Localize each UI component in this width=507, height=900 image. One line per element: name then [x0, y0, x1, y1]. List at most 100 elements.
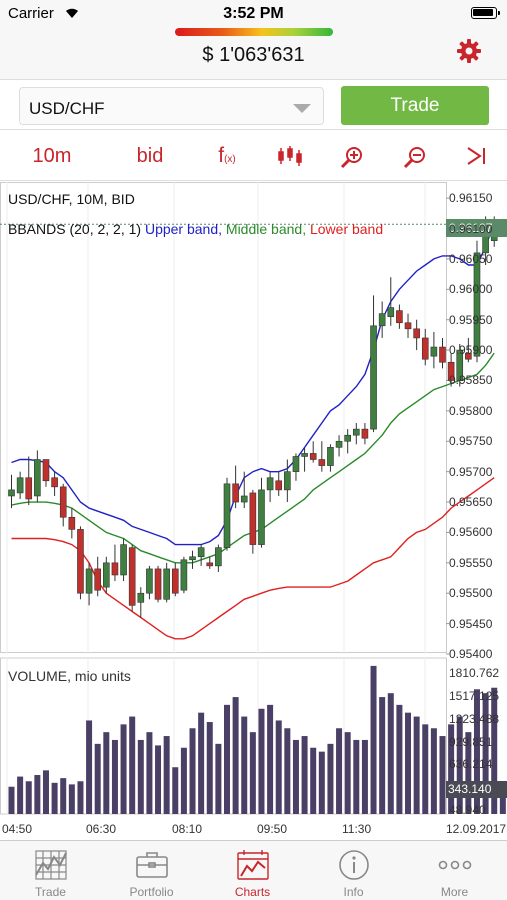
- chart-type-button[interactable]: [270, 131, 310, 181]
- price-tick-label: 0.95450: [449, 616, 493, 631]
- price-tick-label: 0.95900: [449, 343, 493, 358]
- price-tick-label: 0.95850: [449, 373, 493, 388]
- tab-label: Trade: [35, 885, 66, 899]
- charts-icon: [237, 850, 269, 880]
- price-panel-frame: [0, 182, 447, 653]
- jump-to-end-button[interactable]: [455, 131, 495, 181]
- candle-up: [266, 477, 274, 491]
- candle-down: [249, 492, 257, 545]
- timeframe-button[interactable]: 10m: [32, 145, 72, 167]
- volume-tick-label: 929.851: [449, 734, 493, 749]
- volume-bar: [215, 743, 222, 814]
- volume-bar: [327, 743, 334, 814]
- candle-up: [223, 483, 231, 548]
- candle-down: [447, 361, 455, 381]
- tab-info[interactable]: Info: [303, 841, 404, 900]
- trade-row: USD/CHF Trade: [0, 81, 507, 130]
- price-type-button[interactable]: bid: [136, 145, 164, 167]
- more-dots-icon: [438, 860, 472, 870]
- candle-up: [103, 562, 110, 588]
- chart-title: USD/CHF, 10M, BID: [8, 191, 135, 207]
- candle-up: [473, 252, 481, 357]
- account-balance: $ 1'063'631: [202, 44, 305, 66]
- candle-down: [77, 529, 84, 594]
- tab-portfolio[interactable]: Portfolio: [101, 841, 202, 900]
- function-button[interactable]: f(x): [205, 131, 249, 181]
- volume-bar: [8, 786, 15, 814]
- candle-up: [344, 434, 351, 442]
- zoom-in-icon: [340, 147, 362, 169]
- price-tick-label: 0.95400: [449, 647, 493, 661]
- volume-tick-label: 1517.125: [449, 688, 500, 703]
- volume-bar: [396, 704, 403, 814]
- volume-bar: [301, 736, 308, 814]
- volume-bar: [60, 778, 67, 814]
- candle-down: [42, 459, 50, 482]
- clock: 3:52 PM: [223, 5, 284, 22]
- volume-bar: [379, 697, 386, 814]
- candle-up: [137, 592, 145, 603]
- wifi-icon: [66, 8, 78, 18]
- legend-upper: Upper band: [144, 221, 219, 237]
- chart-svg[interactable]: [0, 182, 507, 840]
- price-tick-label: 0.96050: [449, 251, 493, 266]
- candle-up: [16, 477, 24, 494]
- candle-up: [430, 346, 438, 357]
- current-price-tag: 0.96107: [446, 219, 507, 237]
- volume-bar: [491, 687, 498, 814]
- volume-bar: [361, 739, 368, 814]
- volume-bar: [344, 732, 351, 814]
- tab-charts[interactable]: Charts: [202, 841, 303, 900]
- volume-bar: [353, 739, 360, 814]
- tab-trade[interactable]: Trade: [0, 841, 101, 900]
- candle-down: [68, 516, 76, 530]
- trade-button[interactable]: Trade: [341, 86, 489, 125]
- volume-bar: [310, 747, 317, 814]
- price-tick-label: 0.95600: [449, 525, 493, 540]
- candle-up: [8, 489, 15, 497]
- chart-date: 12.09.2017: [446, 822, 507, 836]
- candle-up: [163, 568, 170, 600]
- battery-icon: [471, 7, 500, 19]
- volume-bar: [422, 724, 429, 814]
- volume-bar: [51, 782, 58, 814]
- pl-indicator-bar: [175, 28, 333, 36]
- volume-bar: [111, 739, 118, 814]
- candle-up: [240, 495, 248, 503]
- volume-bar: [405, 712, 412, 814]
- volume-title: VOLUME, mio units: [8, 668, 131, 684]
- volume-bar: [68, 784, 75, 814]
- chart-area[interactable]: USD/CHF, 10M, BID BBANDS (20, 2, 2, 1) U…: [0, 182, 507, 840]
- volume-bar: [34, 775, 41, 814]
- candle-up: [146, 568, 153, 594]
- tab-label: More: [440, 885, 469, 899]
- zoom-out-button[interactable]: [395, 131, 435, 181]
- gear-icon[interactable]: [456, 38, 482, 64]
- price-tick-label: 0.95550: [449, 555, 493, 570]
- indicator-legend: BBANDS (20, 2, 2, 1) Upper band, Middle …: [8, 221, 384, 237]
- volume-bar: [292, 739, 299, 814]
- instrument-value: USD/CHF: [29, 99, 105, 118]
- tab-more[interactable]: More: [404, 841, 505, 900]
- candle-up: [189, 556, 196, 561]
- volume-bar: [284, 728, 291, 814]
- candles-icon: [278, 146, 302, 166]
- zoom-in-button[interactable]: [332, 131, 372, 181]
- candle-down: [404, 322, 412, 330]
- chevron-down-icon: [293, 104, 311, 113]
- volume-tick-label: 636.214: [449, 757, 493, 772]
- volume-bar: [25, 781, 32, 814]
- volume-tick-label: 48.940: [449, 803, 486, 818]
- candle-up: [335, 440, 343, 448]
- candle-up: [378, 313, 386, 327]
- volume-bar: [482, 693, 489, 814]
- candle-down: [439, 346, 446, 363]
- volume-bar: [430, 728, 437, 814]
- candle-down: [361, 428, 369, 439]
- upper-band-line: [11, 222, 495, 546]
- time-tick-label: 11:30: [342, 822, 372, 836]
- candle-down: [128, 547, 136, 606]
- tab-label: Charts: [234, 885, 271, 899]
- candle-up: [34, 459, 41, 497]
- instrument-select[interactable]: USD/CHF: [19, 87, 324, 125]
